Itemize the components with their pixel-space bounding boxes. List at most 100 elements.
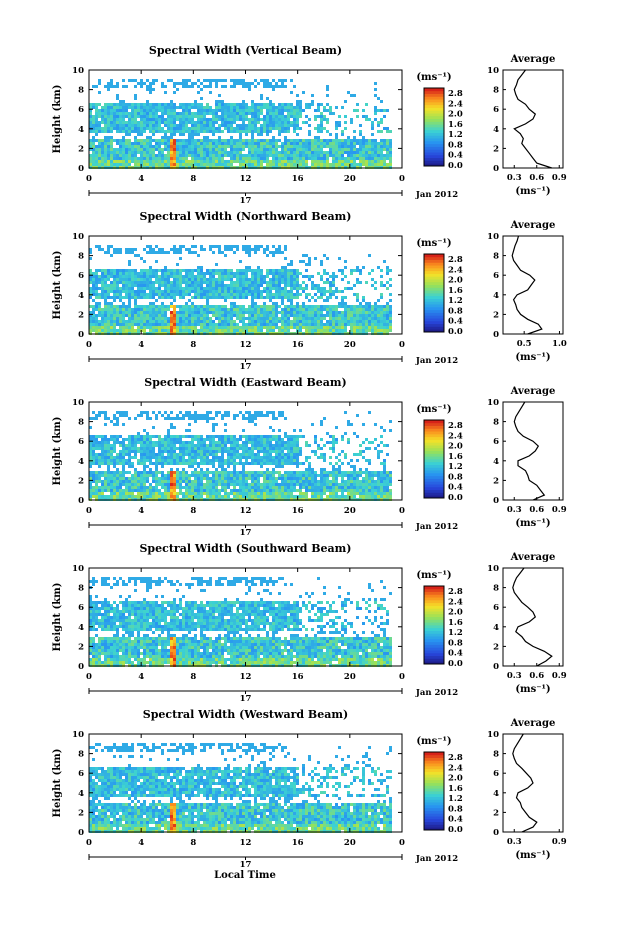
colorbar-swatch [424, 591, 444, 595]
colorbar-swatch [424, 594, 444, 598]
x-tick-label: 0 [86, 340, 92, 350]
colorbar-swatch [424, 422, 444, 426]
y-tick-label: 4 [78, 789, 84, 799]
colorbar-swatch [424, 298, 444, 302]
y-tick-label: 8 [78, 584, 84, 594]
colorbar-swatch [424, 329, 444, 333]
average-y-tick-label: 4 [493, 623, 499, 633]
average-x-tick-label: 0.9 [552, 505, 567, 515]
x-tick-label: 16 [292, 340, 304, 350]
colorbar-swatch [424, 154, 444, 159]
panel-4: Spectral Width (Southward Beam) 0 2 4 6 8 10 He… [52, 542, 567, 704]
average-x-tick-label: 0.9 [552, 837, 567, 847]
day-label: 17 [240, 528, 252, 538]
x-tick-label: 4 [138, 838, 144, 848]
colorbar-swatch [424, 818, 444, 823]
colorbar-swatch [424, 774, 444, 778]
y-tick-label: 6 [78, 437, 84, 447]
x-axis-label: Local Time [214, 870, 276, 881]
y-tick-label: 8 [78, 418, 84, 428]
colorbar-tick-label: 1.2 [448, 462, 463, 472]
colorbar-swatch [424, 785, 444, 789]
colorbar-swatch [424, 627, 444, 631]
panel-1: Spectral Width (Vertical Beam) 0 2 4 6 8 10 Hei… [52, 44, 567, 206]
colorbar-swatch [424, 804, 444, 809]
colorbar-swatch [424, 262, 444, 266]
colorbar-swatch [424, 650, 444, 654]
colorbar-swatch [424, 149, 444, 153]
colorbar-swatch [424, 256, 444, 260]
colorbar-swatch [424, 824, 444, 828]
x-tick-label: 20 [344, 506, 356, 516]
colorbar-swatch [424, 132, 444, 136]
y-axis-label: Height (km) [52, 85, 63, 154]
colorbar-swatch [424, 287, 444, 291]
y-tick-label: 10 [72, 564, 84, 574]
average-y-tick-label: 2 [493, 310, 499, 320]
y-tick-label: 6 [78, 271, 84, 281]
colorbar-tick-label: 1.6 [448, 286, 463, 296]
colorbar-swatch [424, 586, 444, 590]
x-tick-label: 0 [86, 174, 92, 184]
colorbar-swatch [424, 284, 444, 288]
colorbar-swatch [424, 115, 444, 120]
colorbar-swatch [424, 760, 444, 764]
colorbar-swatch [424, 273, 444, 277]
colorbar-swatch [424, 625, 444, 629]
y-tick-label: 2 [78, 808, 84, 818]
colorbar-swatch [424, 464, 444, 468]
colorbar-swatch [424, 101, 444, 106]
colorbar-unit: (ms⁻¹) [416, 238, 451, 249]
colorbar-tick-label: 1.6 [448, 452, 463, 462]
day-label: 17 [240, 860, 252, 870]
x-tick-label: 4 [138, 506, 144, 516]
average-title: Average [510, 54, 556, 65]
x-tick-label: 12 [240, 340, 252, 350]
heatmap-cells [89, 411, 392, 501]
colorbar-swatch [424, 309, 444, 313]
x-tick-label: 12 [240, 506, 252, 516]
y-tick-label: 10 [72, 730, 84, 740]
average-y-tick-label: 4 [493, 125, 499, 135]
average-x-tick-label: 0.6 [529, 173, 544, 183]
date-label: Jan 2012 [415, 522, 458, 532]
colorbar-swatch [424, 450, 444, 454]
colorbar-frame [423, 87, 445, 167]
x-tick-label: 0 [86, 838, 92, 848]
average-y-tick-label: 6 [493, 105, 499, 115]
average-y-tick-label: 0 [493, 164, 499, 174]
colorbar-swatch [424, 107, 444, 111]
colorbar-unit: (ms⁻¹) [416, 72, 451, 83]
colorbar-swatch [424, 110, 444, 114]
colorbar-swatch [424, 486, 444, 491]
colorbar-tick-label: 0.8 [448, 638, 463, 648]
colorbar-swatch [424, 616, 444, 620]
colorbar-swatch [424, 90, 444, 94]
x-tick-label: 16 [292, 174, 304, 184]
average-x-label: (ms⁻¹) [515, 684, 550, 695]
colorbar-swatch [424, 821, 444, 825]
colorbar-swatch [424, 270, 444, 274]
colorbar-swatch [424, 611, 444, 615]
panel-2: Spectral Width (Northward Beam) 0 2 4 6 8 10 He… [52, 210, 567, 372]
average-frame [502, 235, 564, 335]
y-tick-label: 0 [78, 662, 84, 672]
colorbar-swatch [424, 442, 444, 446]
colorbar-swatch [424, 320, 444, 325]
colorbar-swatch [424, 799, 444, 803]
average-y-tick-label: 0 [493, 828, 499, 838]
y-tick-label: 8 [78, 252, 84, 262]
x-tick-label: 4 [138, 174, 144, 184]
average-y-tick-label: 10 [487, 564, 499, 574]
average-y-tick-label: 0 [493, 330, 499, 340]
colorbar-swatch [424, 301, 444, 305]
y-tick-label: 0 [78, 496, 84, 506]
y-tick-label: 0 [78, 330, 84, 340]
panel-5: Spectral Width (Westward Beam) 0 2 4 6 8 10 Hei… [52, 708, 567, 870]
colorbar-swatch [424, 295, 444, 299]
colorbar-swatch [424, 461, 444, 465]
average-x-tick-label: 0.3 [507, 173, 522, 183]
colorbar-swatch [424, 163, 444, 167]
colorbar-swatch [424, 658, 444, 662]
day-label: 17 [240, 362, 252, 372]
